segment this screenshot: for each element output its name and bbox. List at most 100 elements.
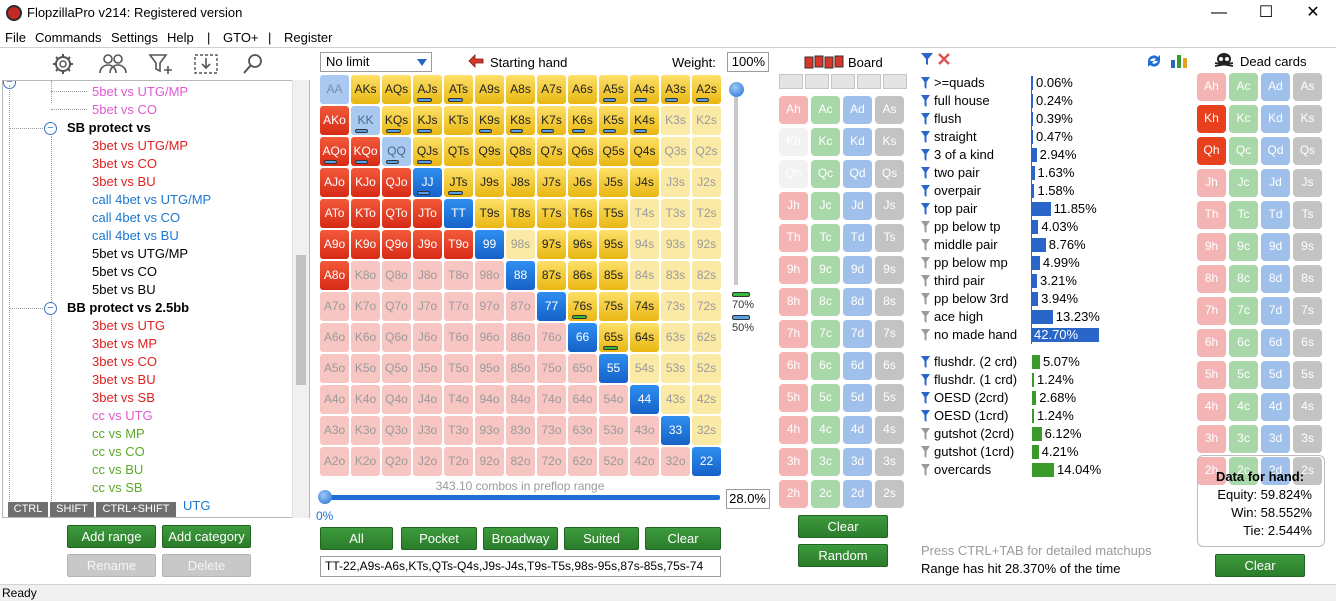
hand-cell-ATo[interactable]: ATo: [320, 199, 349, 228]
hand-cell-T3s[interactable]: T3s: [661, 199, 690, 228]
hand-cell-AQs[interactable]: AQs: [382, 75, 411, 104]
hand-cell-AA[interactable]: AA: [320, 75, 349, 104]
filter-icon[interactable]: [921, 95, 930, 107]
dead-card-Jc[interactable]: Jc: [1229, 169, 1258, 197]
delete-button[interactable]: Delete: [162, 554, 251, 577]
hand-cell-K7s[interactable]: K7s: [537, 106, 566, 135]
hand-cell-A5s[interactable]: A5s: [599, 75, 628, 104]
dead-card-Qd[interactable]: Qd: [1261, 137, 1290, 165]
tree-item[interactable]: 3bet vs CO: [92, 354, 158, 369]
hand-cell-52s[interactable]: 52s: [692, 354, 721, 383]
board-card-3d[interactable]: 3d: [843, 448, 872, 476]
hand-cell-66[interactable]: 66: [568, 323, 597, 352]
hand-cell-88[interactable]: 88: [506, 261, 535, 290]
board-card-Ac[interactable]: Ac: [811, 96, 840, 124]
hand-cell-KTo[interactable]: KTo: [351, 199, 380, 228]
hand-cell-53o[interactable]: 53o: [599, 416, 628, 445]
dead-card-3h[interactable]: 3h: [1197, 425, 1226, 453]
dead-card-9s[interactable]: 9s: [1293, 233, 1322, 261]
hand-cell-J3s[interactable]: J3s: [661, 168, 690, 197]
hand-cell-J9o[interactable]: J9o: [413, 230, 442, 259]
hand-cell-K4o[interactable]: K4o: [351, 385, 380, 414]
filter-icon[interactable]: [921, 185, 930, 197]
hand-cell-74o[interactable]: 74o: [537, 385, 566, 414]
board-card-4s[interactable]: 4s: [875, 416, 904, 444]
hand-cell-75o[interactable]: 75o: [537, 354, 566, 383]
hand-cell-22[interactable]: 22: [692, 447, 721, 476]
board-card-Jh[interactable]: Jh: [779, 192, 808, 220]
tree-item[interactable]: cc vs MP: [92, 426, 145, 441]
hand-cell-A7o[interactable]: A7o: [320, 292, 349, 321]
filter-icon[interactable]: [921, 275, 930, 287]
menu-register[interactable]: Register: [284, 30, 333, 45]
hand-cell-42s[interactable]: 42s: [692, 385, 721, 414]
dead-card-4c[interactable]: 4c: [1229, 393, 1258, 421]
board-card-5d[interactable]: 5d: [843, 384, 872, 412]
hand-cell-95s[interactable]: 95s: [599, 230, 628, 259]
hand-cell-87s[interactable]: 87s: [537, 261, 566, 290]
dead-card-Tc[interactable]: Tc: [1229, 201, 1258, 229]
board-card-Ts[interactable]: Ts: [875, 224, 904, 252]
minimize-button[interactable]: —: [1211, 4, 1227, 21]
pocket-button[interactable]: Pocket: [401, 527, 477, 550]
hand-cell-77[interactable]: 77: [537, 292, 566, 321]
dead-card-Td[interactable]: Td: [1261, 201, 1290, 229]
board-card-Th[interactable]: Th: [779, 224, 808, 252]
hand-cell-Q3s[interactable]: Q3s: [661, 137, 690, 166]
hand-cell-A8o[interactable]: A8o: [320, 261, 349, 290]
dead-card-6c[interactable]: 6c: [1229, 329, 1258, 357]
hand-cell-K7o[interactable]: K7o: [351, 292, 380, 321]
tree-category-bb-protect[interactable]: BB protect vs 2.5bb: [67, 300, 190, 315]
dead-card-2h[interactable]: 2h: [1197, 457, 1226, 485]
hand-cell-T6o[interactable]: T6o: [444, 323, 473, 352]
hand-cell-T7s[interactable]: T7s: [537, 199, 566, 228]
hand-cell-83s[interactable]: 83s: [661, 261, 690, 290]
stat-label[interactable]: OESD (1crd): [934, 408, 1009, 423]
hand-cell-TT[interactable]: TT: [444, 199, 473, 228]
hand-cell-J5o[interactable]: J5o: [413, 354, 442, 383]
hand-cell-T2o[interactable]: T2o: [444, 447, 473, 476]
board-card-6d[interactable]: 6d: [843, 352, 872, 380]
random-board-button[interactable]: Random: [798, 544, 888, 567]
board-card-2c[interactable]: 2c: [811, 480, 840, 508]
tree-item[interactable]: 3bet vs SB: [92, 390, 155, 405]
tree-item[interactable]: cc vs CO: [92, 444, 145, 459]
hand-cell-A9o[interactable]: A9o: [320, 230, 349, 259]
dead-card-2c[interactable]: 2c: [1229, 457, 1258, 485]
hand-cell-KQs[interactable]: KQs: [382, 106, 411, 135]
hand-cell-J2o[interactable]: J2o: [413, 447, 442, 476]
hand-cell-43s[interactable]: 43s: [661, 385, 690, 414]
hand-cell-K2o[interactable]: K2o: [351, 447, 380, 476]
hand-cell-65s[interactable]: 65s: [599, 323, 628, 352]
hand-cell-63s[interactable]: 63s: [661, 323, 690, 352]
stat-label[interactable]: ace high: [934, 309, 984, 324]
tree-item[interactable]: 3bet vs BU: [92, 372, 156, 387]
board-card-9s[interactable]: 9s: [875, 256, 904, 284]
dead-card-Kd[interactable]: Kd: [1261, 105, 1290, 133]
broadway-button[interactable]: Broadway: [483, 527, 558, 550]
hand-cell-Q7s[interactable]: Q7s: [537, 137, 566, 166]
limit-select[interactable]: No limit: [320, 52, 432, 72]
dead-card-Ah[interactable]: Ah: [1197, 73, 1226, 101]
board-slot-2[interactable]: [805, 74, 829, 89]
board-clear-button[interactable]: Clear: [798, 515, 888, 538]
dead-card-Th[interactable]: Th: [1197, 201, 1226, 229]
stat-label[interactable]: gutshot (2crd): [934, 426, 1015, 441]
hand-cell-94s[interactable]: 94s: [630, 230, 659, 259]
suited-button[interactable]: Suited: [564, 527, 639, 550]
filter-icon[interactable]: [921, 410, 930, 422]
filter-icon[interactable]: [921, 149, 930, 161]
stat-label[interactable]: third pair: [934, 273, 985, 288]
hand-cell-T9s[interactable]: T9s: [475, 199, 504, 228]
board-card-Kc[interactable]: Kc: [811, 128, 840, 156]
hand-cell-32o[interactable]: 32o: [661, 447, 690, 476]
hand-cell-J4o[interactable]: J4o: [413, 385, 442, 414]
board-card-6s[interactable]: 6s: [875, 352, 904, 380]
dead-card-9c[interactable]: 9c: [1229, 233, 1258, 261]
tree-scrollbar[interactable]: [292, 80, 309, 518]
board-card-Jd[interactable]: Jd: [843, 192, 872, 220]
board-card-9c[interactable]: 9c: [811, 256, 840, 284]
tree-item[interactable]: call 4bet vs CO: [92, 210, 181, 225]
dead-card-Js[interactable]: Js: [1293, 169, 1322, 197]
dead-card-Ad[interactable]: Ad: [1261, 73, 1290, 101]
